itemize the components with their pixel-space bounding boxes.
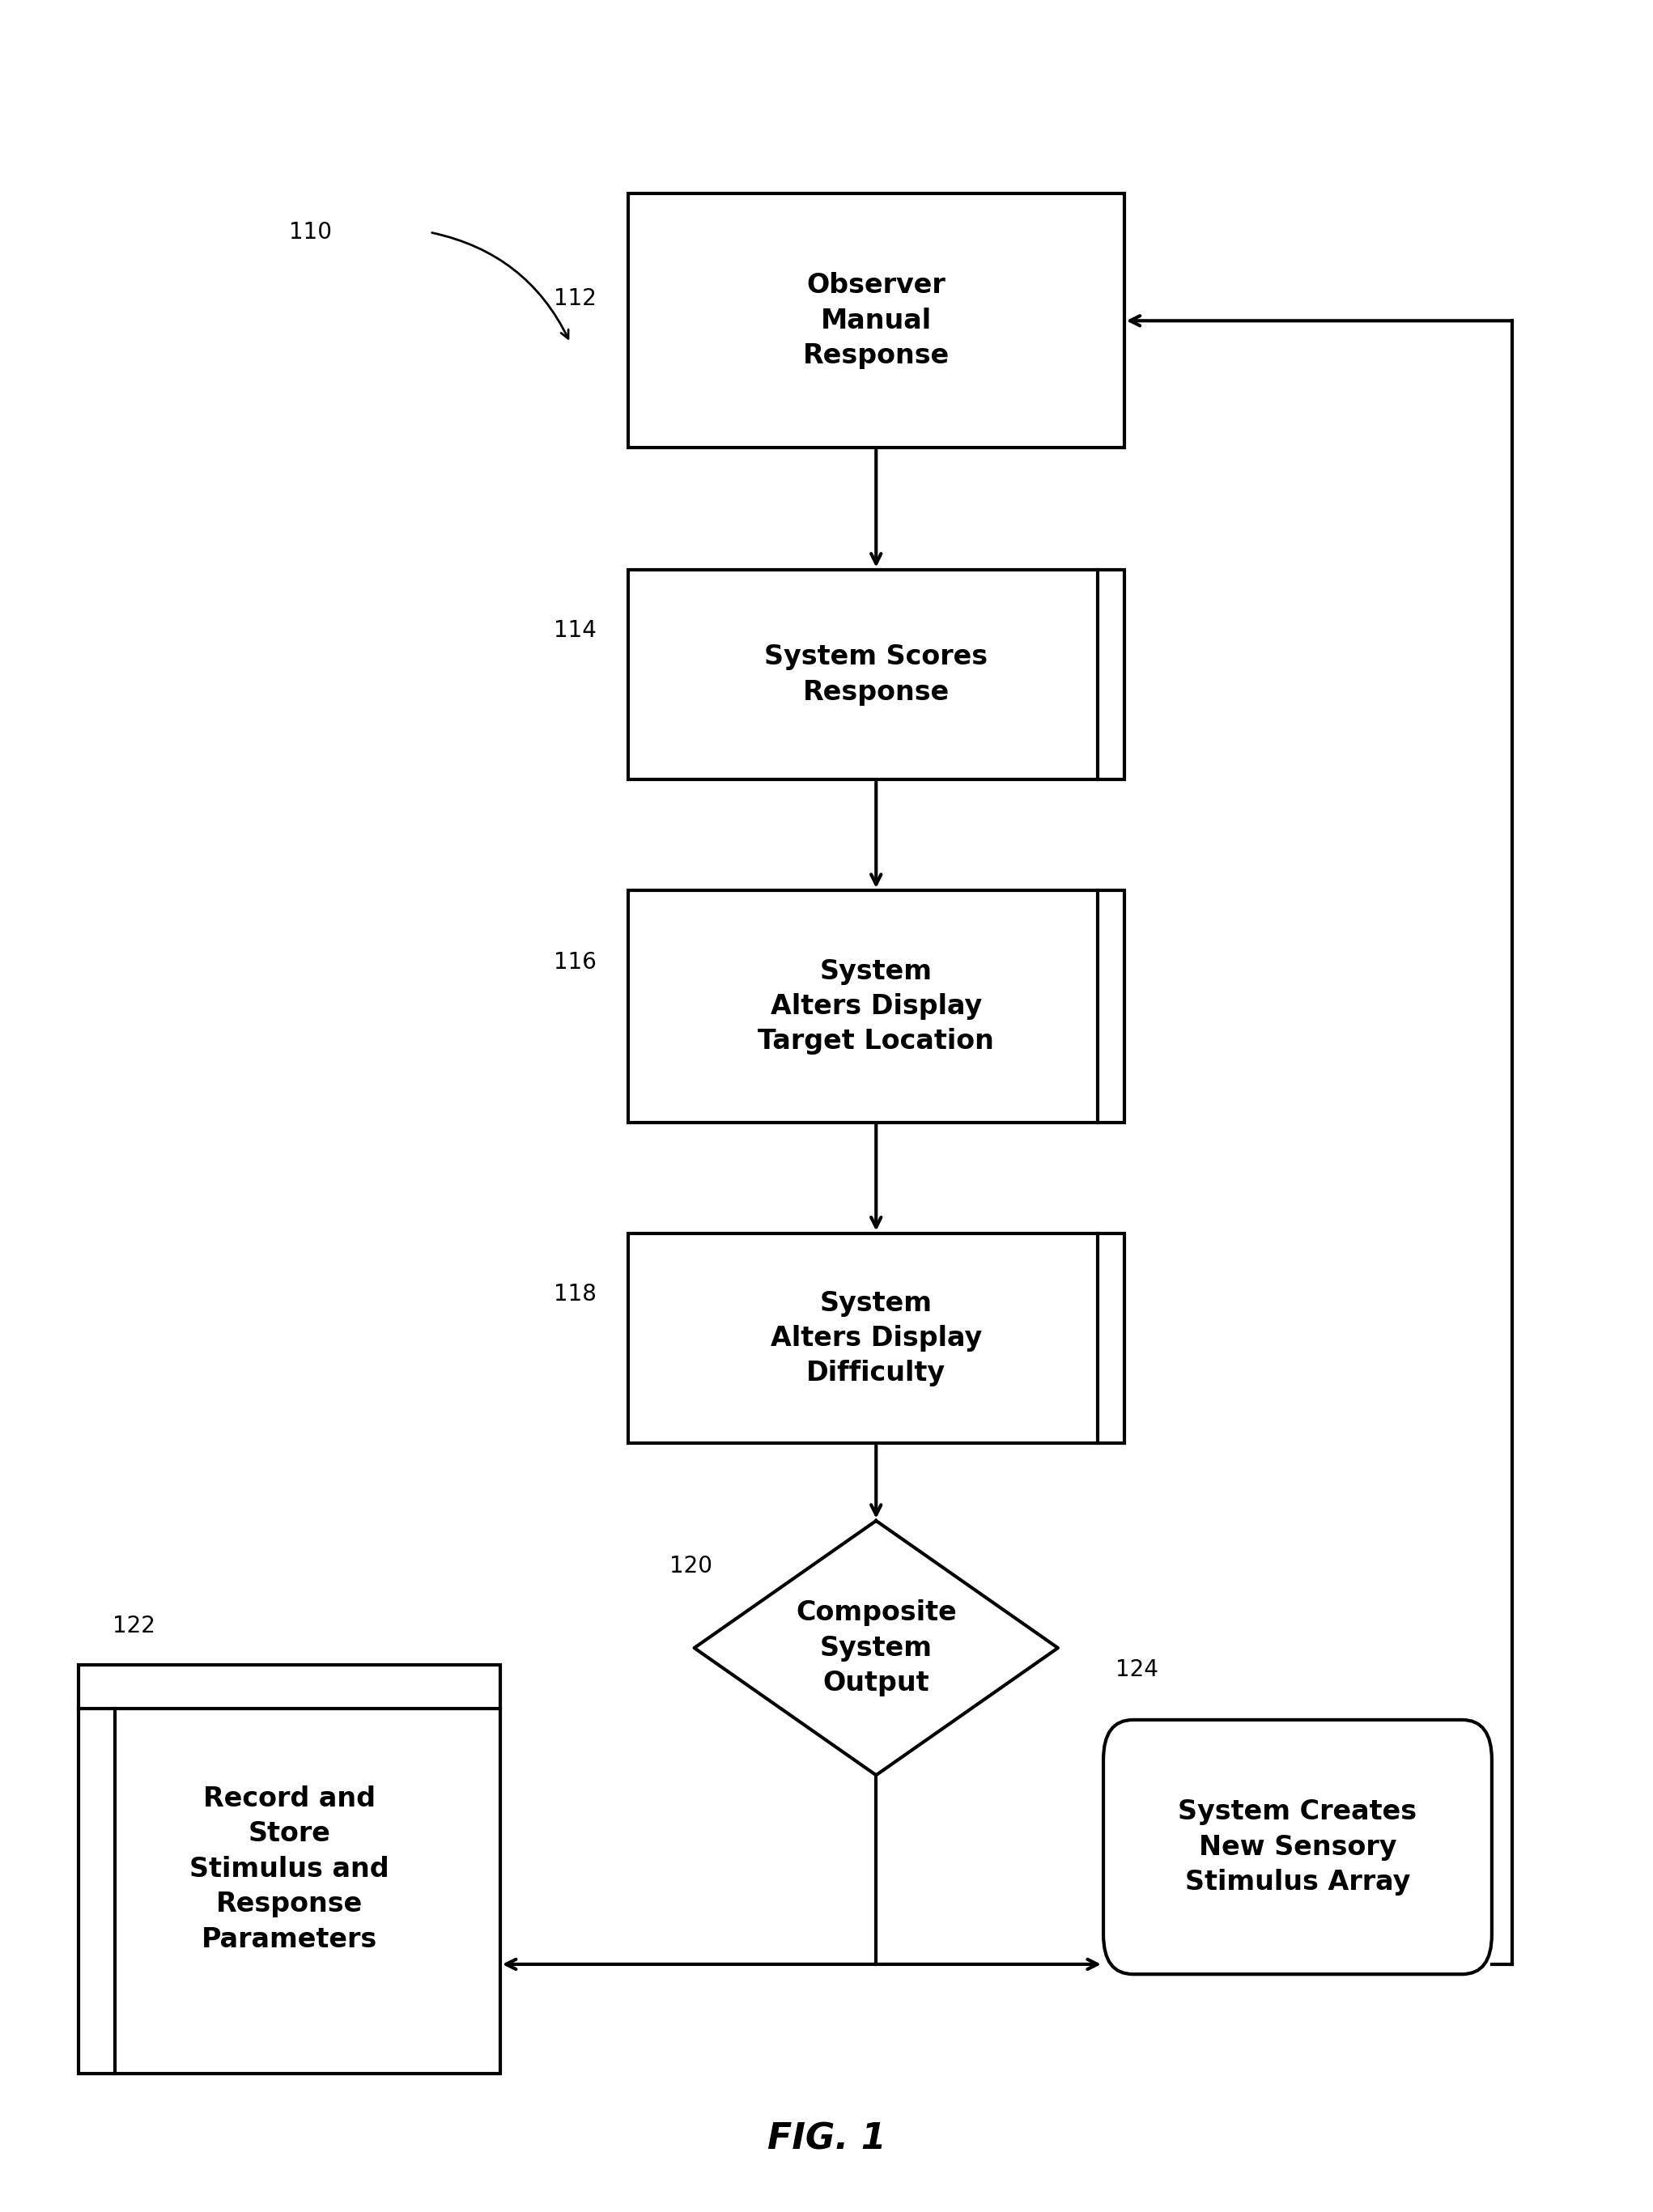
Text: Observer
Manual
Response: Observer Manual Response: [803, 272, 949, 369]
Text: System Creates
New Sensory
Stimulus Array: System Creates New Sensory Stimulus Arra…: [1179, 1798, 1417, 1896]
Text: 112: 112: [554, 288, 597, 310]
Bar: [628, 1234, 1124, 1442]
Text: 110: 110: [289, 221, 332, 243]
Text: 120: 120: [669, 1555, 712, 1577]
Bar: [628, 571, 1124, 781]
Text: Record and
Store
Stimulus and
Response
Parameters: Record and Store Stimulus and Response P…: [190, 1785, 388, 1953]
Text: System
Alters Display
Difficulty: System Alters Display Difficulty: [770, 1290, 982, 1387]
Text: 118: 118: [554, 1283, 597, 1305]
Text: 116: 116: [554, 951, 597, 973]
Text: 122: 122: [112, 1615, 155, 1637]
Text: 114: 114: [554, 619, 597, 641]
Text: FIG. 1: FIG. 1: [767, 2121, 886, 2157]
Bar: [79, 1663, 499, 2075]
Bar: [628, 195, 1124, 447]
Text: System
Alters Display
Target Location: System Alters Display Target Location: [759, 958, 993, 1055]
Text: Composite
System
Output: Composite System Output: [795, 1599, 957, 1697]
Text: System Scores
Response: System Scores Response: [764, 644, 988, 706]
Bar: [628, 891, 1124, 1124]
Text: 124: 124: [1116, 1659, 1159, 1681]
